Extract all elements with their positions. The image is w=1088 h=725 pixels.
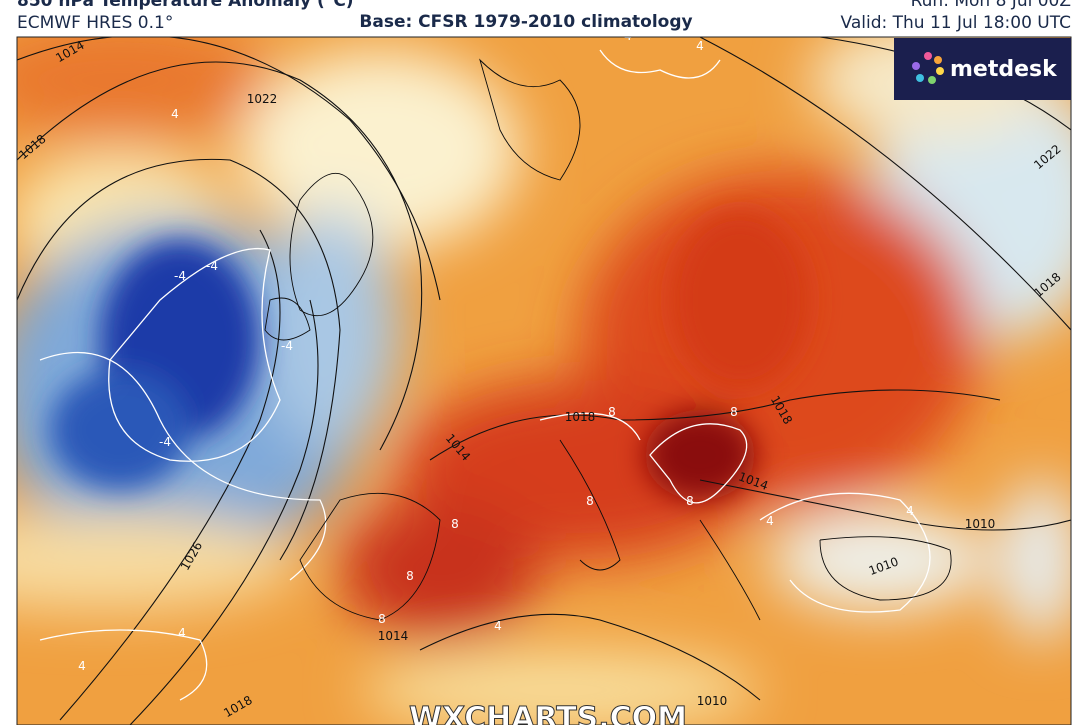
isobar-label: 1010	[965, 517, 996, 531]
run: Run: Mon 8 Jul 00Z	[911, 0, 1071, 11]
anomaly-label: 4	[766, 514, 774, 528]
isobar-label: 1018	[565, 410, 596, 424]
watermark: WXCHARTS.COM	[409, 701, 687, 725]
anomaly-label-layer: 4 -4 -4 -4 -4 8 8 8 8 8 8 8 4 4 4 4 4 4 4	[78, 29, 914, 673]
isobar-label: 1014	[378, 629, 409, 643]
map-frame	[16, 36, 1072, 725]
coastlines	[264, 58, 952, 621]
anomaly-label: 4	[494, 619, 502, 633]
anomaly-label: 4	[906, 504, 914, 518]
anomaly-label: -4	[174, 269, 186, 283]
anomaly-label: 8	[608, 405, 616, 419]
anomaly-label: 4	[78, 659, 86, 673]
logo: metdesk	[894, 38, 1071, 100]
map: 4-4-4-4-488888884444444 1014102210181026…	[17, 29, 1071, 725]
anomaly-label: 8	[406, 569, 414, 583]
isobar-label: 1010	[697, 694, 728, 708]
title: 850 hPa Temperature Anomaly (°C)	[17, 0, 354, 11]
isobars	[17, 37, 1071, 725]
valid: Valid: Thu 11 Jul 18:00 UTC	[841, 13, 1071, 33]
anomaly-label: 8	[451, 517, 459, 531]
anomaly-label: 4	[624, 29, 632, 43]
anomaly-label: -4	[206, 259, 218, 273]
anomaly-label: 8	[378, 612, 386, 626]
logo-text: metdesk	[950, 57, 1058, 82]
anomaly-label: 8	[686, 494, 694, 508]
anomaly-label: -4	[281, 339, 293, 353]
anomaly-label: 8	[586, 494, 594, 508]
anomaly-label: 4	[696, 39, 704, 53]
model: ECMWF HRES 0.1°	[17, 13, 173, 33]
anomaly-contours	[39, 49, 931, 701]
anomaly-label: -4	[159, 435, 171, 449]
anomaly-label: 4	[178, 626, 186, 640]
anomaly-label: 8	[730, 405, 738, 419]
base: Base: CFSR 1979-2010 climatology	[359, 12, 692, 32]
anomaly-label: 4	[171, 107, 179, 121]
isobar-label: 1022	[247, 92, 278, 106]
